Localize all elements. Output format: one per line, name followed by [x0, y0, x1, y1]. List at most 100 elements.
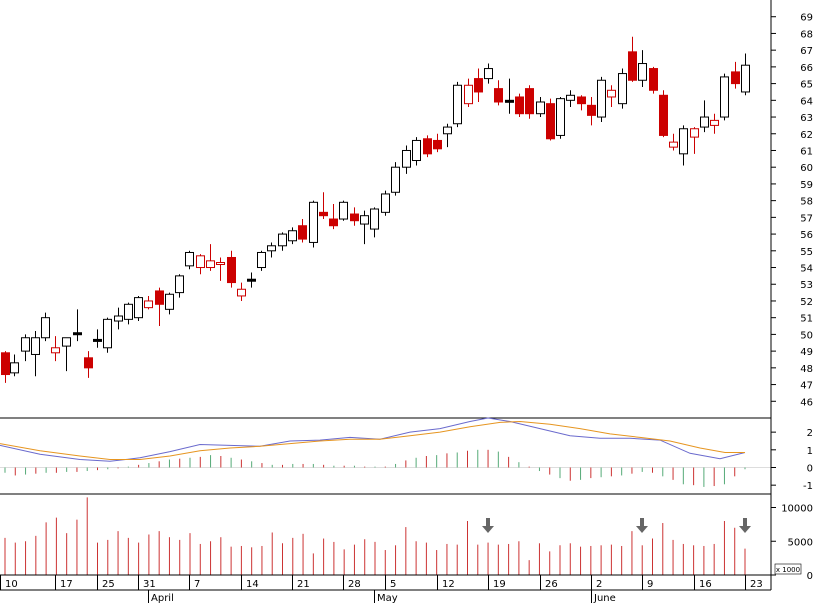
- candle-body: [227, 256, 236, 284]
- y-tick-label-price: 48: [800, 364, 813, 375]
- candle-body: [381, 193, 390, 213]
- candle-body: [710, 119, 719, 126]
- candle-body: [700, 116, 709, 128]
- y-tick-label-price: 55: [800, 247, 813, 258]
- y-tick-label-macd: 2: [807, 428, 813, 439]
- candle-body: [659, 94, 668, 136]
- candle-body: [556, 98, 565, 136]
- macd-line: [0, 417, 746, 462]
- y-tick-label-price: 56: [800, 230, 813, 241]
- candle-body: [93, 338, 102, 342]
- candle-body: [165, 293, 174, 310]
- y-tick-label-volume: 0: [807, 571, 813, 582]
- candle-body: [669, 141, 678, 148]
- candle-body: [196, 255, 205, 269]
- candle-body: [720, 76, 729, 118]
- candle-body: [391, 166, 400, 193]
- candle-body: [62, 337, 71, 347]
- candle-body: [339, 201, 348, 220]
- candle-body: [237, 288, 246, 297]
- month-label: April: [151, 593, 174, 603]
- candle-body: [453, 84, 462, 125]
- y-tick-label-price: 49: [800, 347, 813, 358]
- x-tick-label: 25: [102, 579, 115, 590]
- x-tick-label: 26: [545, 579, 558, 590]
- y-tick-label-price: 64: [800, 96, 813, 107]
- x-tick-label: 31: [143, 579, 156, 590]
- candle-body: [690, 128, 699, 138]
- candle-body: [546, 103, 555, 140]
- y-tick-label-macd: -1: [803, 481, 813, 492]
- x-tick-label: 21: [297, 579, 310, 590]
- candle-body: [1, 352, 10, 376]
- candle-body: [216, 262, 225, 266]
- month-label: June: [593, 593, 616, 603]
- down-arrow-marker: [739, 518, 751, 533]
- y-tick-label-price: 50: [800, 330, 813, 341]
- candle-body: [185, 251, 194, 267]
- candle-body: [114, 315, 123, 322]
- x-tick-label: 10: [5, 579, 18, 590]
- x-tick-label: 7: [194, 579, 200, 590]
- macd-line: [0, 420, 745, 460]
- candle-body: [51, 347, 60, 354]
- candle-body: [649, 68, 658, 91]
- candle-body: [597, 79, 606, 118]
- candle-body: [464, 84, 473, 105]
- y-tick-label-price: 69: [800, 13, 813, 24]
- candle-body: [402, 149, 411, 168]
- candle-body: [124, 303, 133, 320]
- x-tick-label: 2: [596, 579, 602, 590]
- candle-body: [731, 71, 740, 85]
- down-arrow-marker: [636, 518, 648, 533]
- y-tick-label-volume: 5000: [788, 537, 813, 548]
- y-tick-label-price: 54: [800, 264, 813, 275]
- y-tick-label-price: 59: [800, 180, 813, 191]
- volume-unit-label: x 1000: [776, 566, 800, 574]
- candle-body: [412, 139, 421, 162]
- candle-body: [505, 99, 514, 103]
- x-tick-label: 9: [647, 579, 653, 590]
- candle-body: [370, 208, 379, 230]
- candle-body: [587, 104, 596, 116]
- x-tick-label: 19: [493, 579, 506, 590]
- candle-body: [309, 201, 318, 243]
- volume-unit-box: [774, 563, 802, 575]
- down-arrow-marker: [482, 518, 494, 533]
- volume-panel: 0 5000 10000 x 1000: [0, 493, 813, 582]
- y-tick-label-price: 61: [800, 146, 813, 157]
- y-tick-label-price: 63: [800, 113, 813, 124]
- y-tick-label-price: 60: [800, 163, 813, 174]
- candle-body: [741, 64, 750, 93]
- candle-body: [21, 337, 30, 352]
- candle-body: [566, 94, 575, 101]
- candle-body: [474, 78, 483, 93]
- y-tick-label-price: 52: [800, 297, 813, 308]
- candle-body: [329, 218, 338, 227]
- x-tick-label: 14: [246, 579, 259, 590]
- candle-body: [577, 96, 586, 105]
- candle-body: [536, 101, 545, 115]
- candle-body: [433, 139, 442, 150]
- candle-body: [134, 297, 143, 319]
- candle-body: [484, 68, 493, 80]
- candle-body: [679, 128, 688, 155]
- x-tick-label: 12: [442, 579, 455, 590]
- y-tick-label-price: 57: [800, 213, 813, 224]
- x-axis: 10 17 25 31 7 14 21 28 5 12 19 26 2 9 16 23 April May June: [0, 0, 772, 604]
- candle-body: [41, 317, 50, 339]
- price-panel: 46 47 48 49 50 51 52 53 54 55 56 57 58 59 60 61 62 63 64 65…: [1, 13, 813, 408]
- candle-body: [423, 138, 432, 155]
- candle-body: [319, 211, 328, 217]
- y-tick-label-price: 66: [800, 63, 813, 74]
- y-tick-label-price: 62: [800, 130, 813, 141]
- candle-body: [84, 357, 93, 369]
- y-tick-label-price: 68: [800, 29, 813, 40]
- candle-body: [144, 300, 153, 309]
- candle-body: [31, 337, 40, 355]
- candle-body: [628, 51, 637, 81]
- candle-body: [288, 230, 297, 242]
- candle-body: [278, 233, 287, 247]
- candle-body: [638, 63, 647, 81]
